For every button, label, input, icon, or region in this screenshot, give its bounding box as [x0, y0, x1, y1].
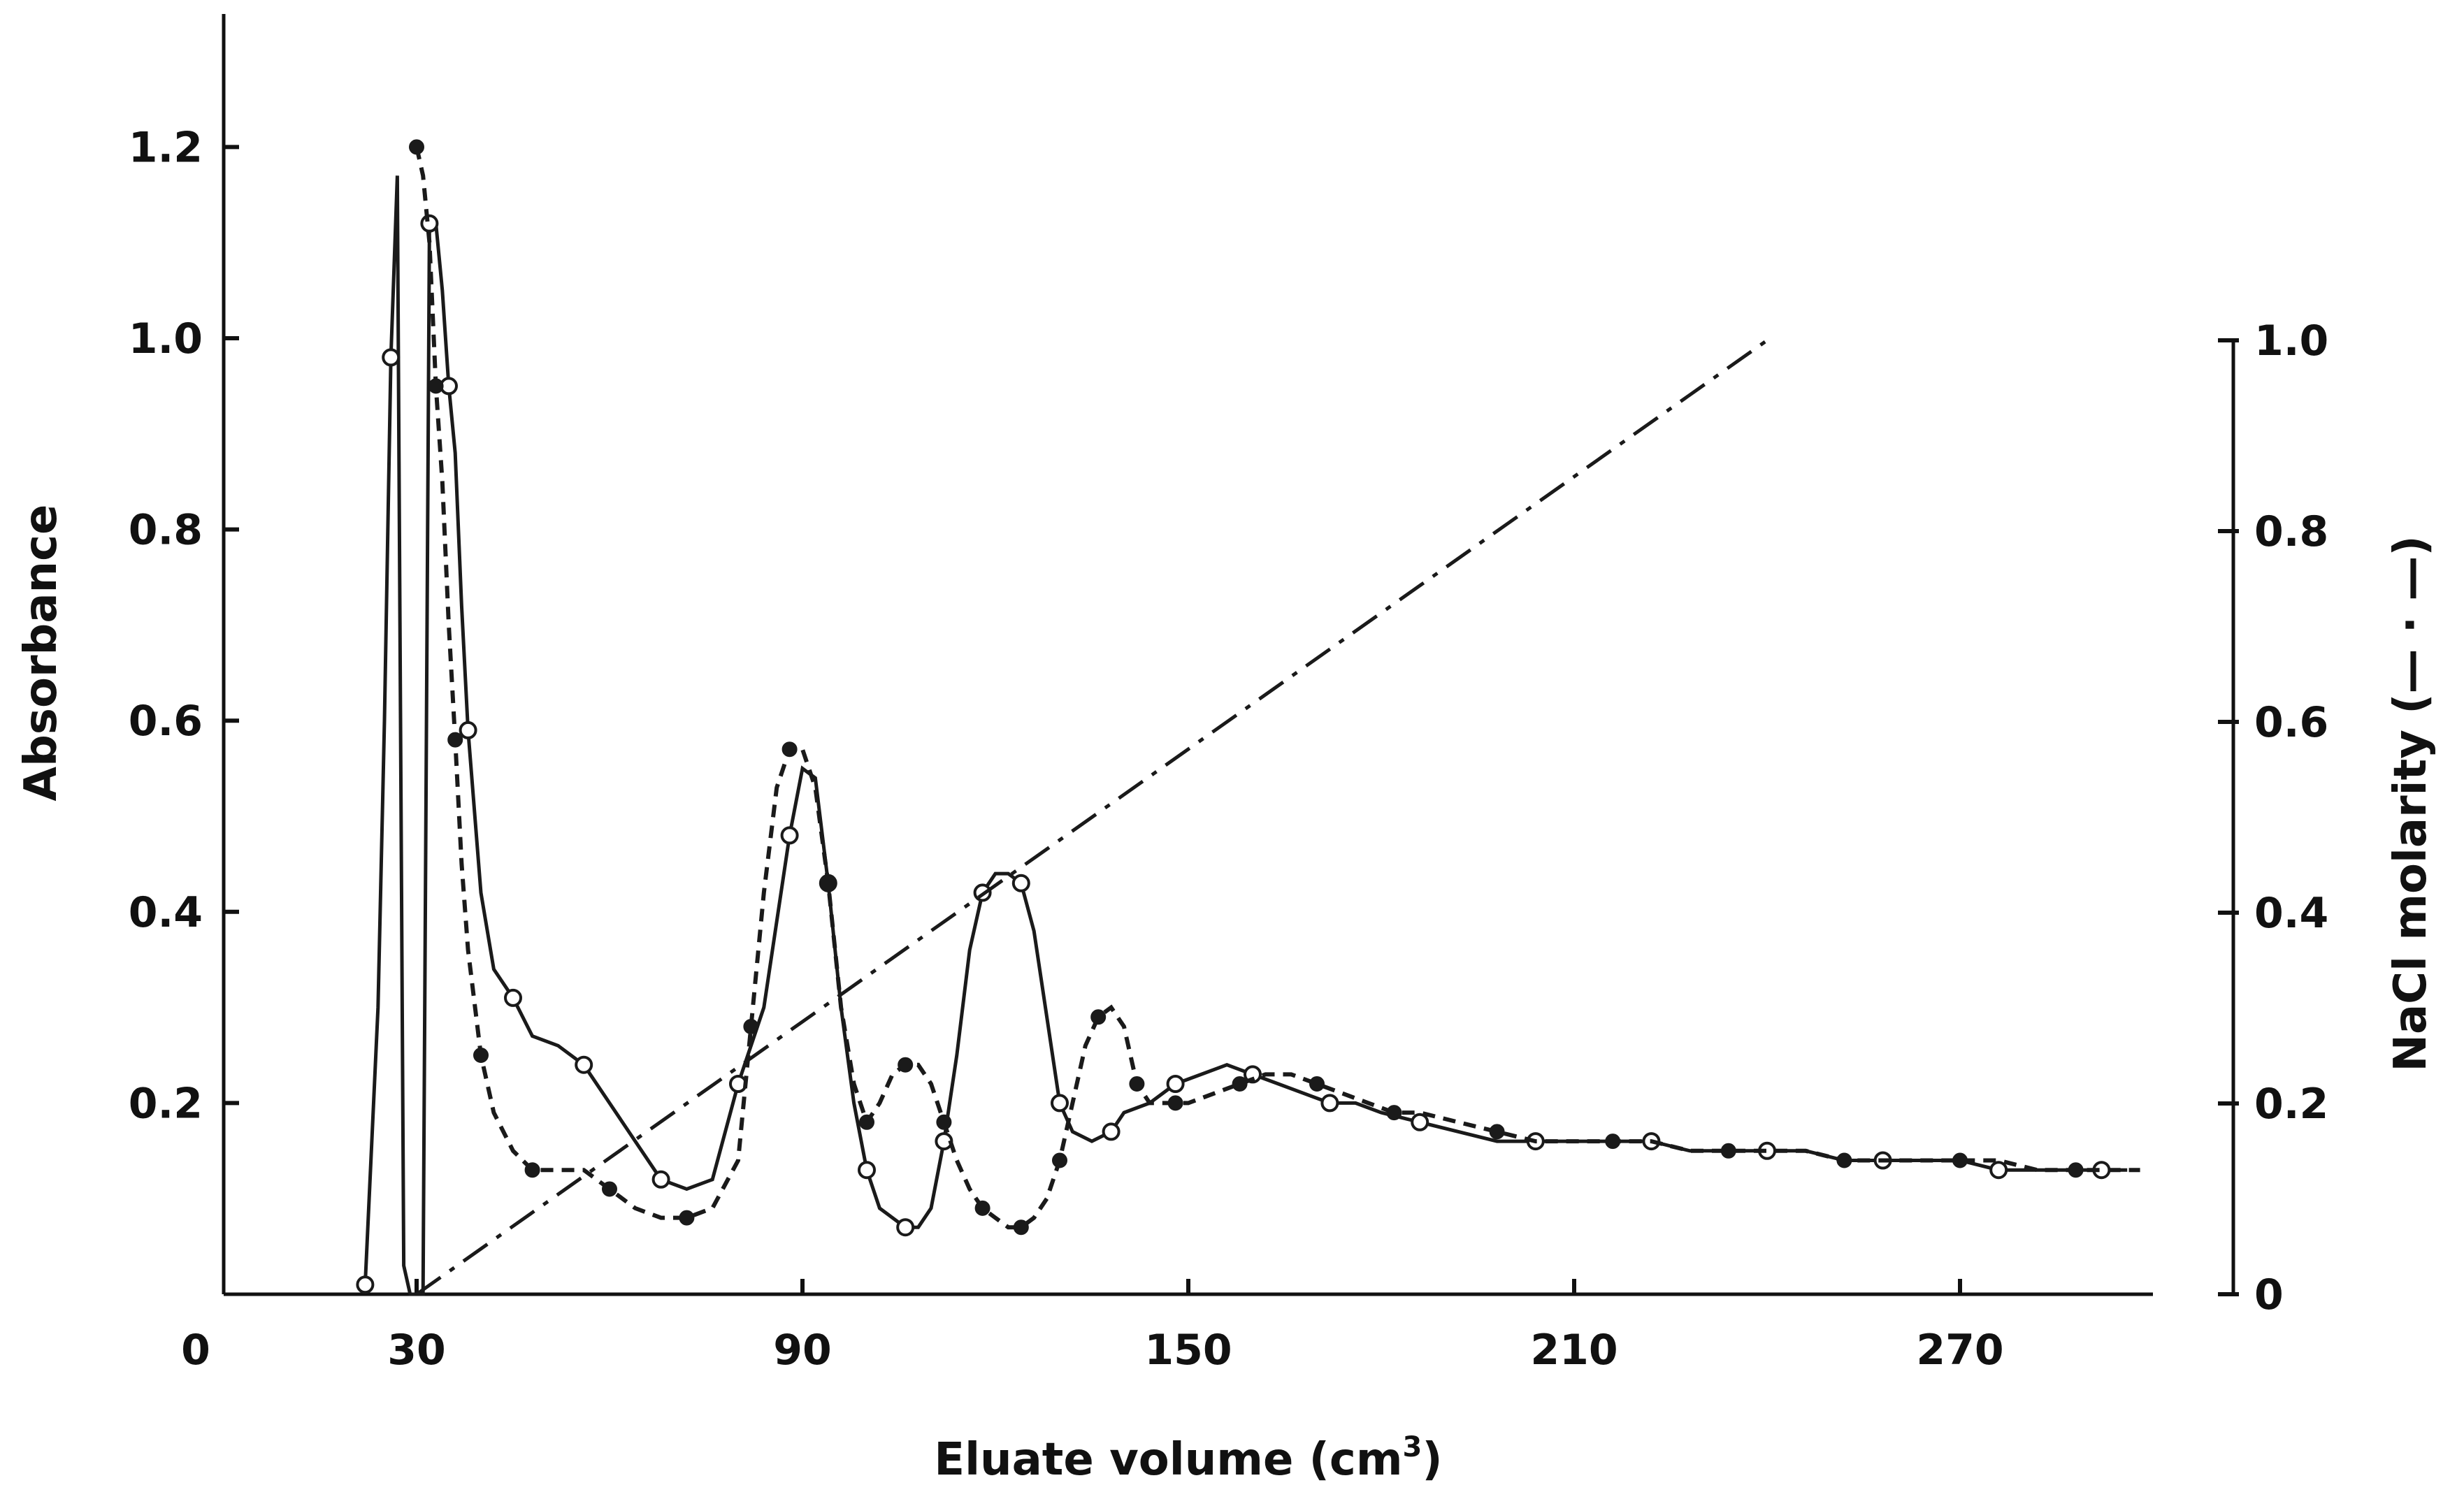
data-point: [447, 732, 463, 748]
data-point: [1309, 1076, 1325, 1092]
y-axis-right-title: NaCl molarity (— · —): [2385, 535, 2437, 1071]
data-point: [1720, 1143, 1736, 1159]
series-dash-dot: [415, 338, 1768, 1296]
y-left-tick-label-1.2: 1.2: [129, 123, 203, 172]
data-point: [1013, 1219, 1029, 1236]
data-point: [1386, 1105, 1402, 1121]
data-point: [898, 1057, 914, 1073]
data-point: [1989, 1161, 2008, 1180]
y-right-tick-label-1.0: 1.0: [2254, 317, 2328, 365]
ticks: 0 30 90 150 210 270 0.2 0.4 0.6 0.8 1.0 1.2 0 0.2 0.4 0…: [129, 123, 2329, 1375]
data-point: [1320, 1094, 1339, 1113]
y-left-tick-label-0.8: 0.8: [129, 506, 203, 555]
x-tick-label-210: 210: [1530, 1326, 1618, 1375]
y-left-tick-label-0.2: 0.2: [129, 1079, 203, 1128]
x-tick-label-90: 90: [773, 1326, 832, 1375]
data-point: [1232, 1076, 1248, 1092]
data-point: [936, 1114, 952, 1130]
y-right-tick-label-0.8: 0.8: [2254, 507, 2328, 556]
data-point: [382, 348, 401, 367]
data-point: [1244, 1065, 1262, 1084]
data-point: [679, 1210, 695, 1226]
y-left-tick-label-0.6: 0.6: [129, 697, 203, 746]
series-solid-open-circles: [356, 175, 2128, 1296]
data-point: [1051, 1094, 1069, 1113]
y-right-tick-label-0: 0: [2254, 1270, 2284, 1319]
data-point: [1836, 1152, 1852, 1168]
data-point: [428, 378, 444, 394]
data-point: [781, 741, 798, 758]
x-tick-label-270: 270: [1916, 1326, 2003, 1375]
axes: [222, 14, 2235, 1296]
y-right-tick-label-0.6: 0.6: [2254, 698, 2328, 747]
data-point: [575, 1055, 593, 1074]
data-point: [602, 1181, 617, 1197]
data-point: [1102, 1122, 1121, 1141]
data-point: [473, 1048, 489, 1063]
data-point: [409, 139, 424, 155]
data-point: [1952, 1152, 1968, 1168]
y-right-tick-label-0.4: 0.4: [2254, 889, 2328, 938]
data-point: [1011, 874, 1030, 892]
data-point: [858, 1161, 876, 1180]
data-point: [1167, 1095, 1183, 1111]
data-point: [743, 1019, 759, 1034]
series-line-solid-open-circles: [363, 175, 2128, 1296]
data-point: [524, 1162, 540, 1178]
y-right-tick-label-0.2: 0.2: [2254, 1080, 2328, 1129]
data-point: [1605, 1134, 1621, 1150]
data-point: [1411, 1113, 1429, 1131]
x-tick-label-150: 150: [1144, 1326, 1232, 1375]
data-point: [1090, 1009, 1107, 1025]
data-point: [1052, 1152, 1067, 1168]
data-point: [2068, 1162, 2084, 1178]
data-point: [1489, 1124, 1505, 1140]
data-point: [974, 1200, 990, 1216]
data-point: [1129, 1076, 1145, 1092]
data-point: [459, 720, 477, 739]
series-dashed-filled-circles: [409, 139, 2140, 1236]
y-left-tick-label-0.4: 0.4: [129, 888, 203, 937]
series-line-dash-dot: [415, 338, 1768, 1296]
y-left-tick-label-1.0: 1.0: [129, 314, 203, 363]
data-point: [356, 1275, 375, 1294]
data-point: [504, 988, 522, 1007]
y-axis-left-title: Absorbance: [15, 505, 67, 802]
data-point: [651, 1170, 670, 1189]
x-tick-label-30: 30: [387, 1326, 446, 1375]
data-point: [820, 875, 836, 891]
data-point: [896, 1218, 915, 1237]
data-point: [780, 826, 799, 845]
data-point: [859, 1114, 874, 1130]
x-axis-title-end: ): [1422, 1434, 1442, 1486]
x-axis-title-main: Eluate volume (cm: [934, 1434, 1402, 1486]
series-layer: [356, 139, 2140, 1296]
x-axis-title-sup: 3: [1403, 1431, 1422, 1463]
data-point: [1166, 1075, 1185, 1093]
x-tick-label-0: 0: [181, 1326, 210, 1375]
x-axis-title: Eluate volume (cm3): [934, 1431, 1442, 1486]
data-point: [420, 214, 439, 233]
